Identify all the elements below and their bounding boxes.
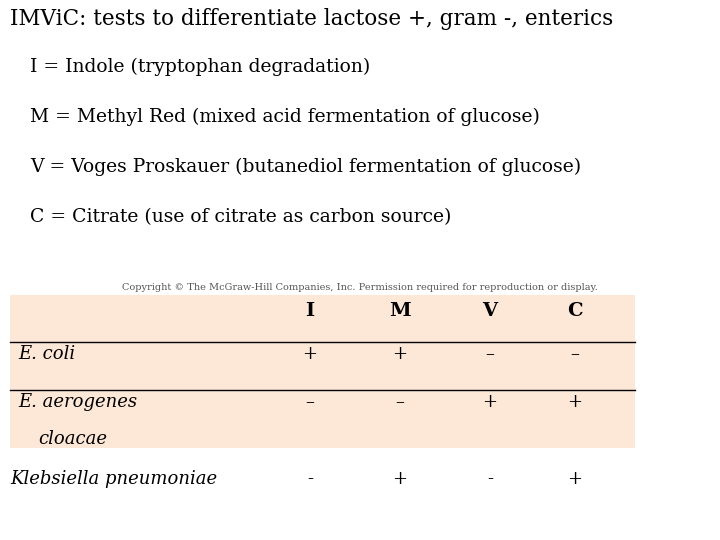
Text: -: - [487, 470, 493, 488]
Text: C: C [567, 302, 582, 320]
FancyBboxPatch shape [10, 295, 635, 448]
Text: –: – [305, 393, 315, 411]
Text: E. coli: E. coli [18, 345, 75, 363]
Text: M: M [390, 302, 411, 320]
Text: Klebsiella pneumoniae: Klebsiella pneumoniae [10, 470, 217, 488]
Text: –: – [485, 345, 495, 363]
Text: M = Methyl Red (mixed acid fermentation of glucose): M = Methyl Red (mixed acid fermentation … [30, 108, 540, 126]
Text: IMViC: tests to differentiate lactose +, gram -, enterics: IMViC: tests to differentiate lactose +,… [10, 8, 613, 30]
Text: +: + [482, 393, 498, 411]
Text: +: + [302, 345, 318, 363]
Text: -: - [307, 470, 313, 488]
Text: +: + [567, 393, 582, 411]
Text: +: + [392, 345, 408, 363]
Text: E. aerogenes: E. aerogenes [18, 393, 137, 411]
Text: V: V [482, 302, 498, 320]
Text: cloacae: cloacae [38, 430, 107, 448]
Text: V = Voges Proskauer (butanediol fermentation of glucose): V = Voges Proskauer (butanediol fermenta… [30, 158, 581, 176]
Text: I: I [305, 302, 315, 320]
Text: +: + [392, 470, 408, 488]
Text: Copyright © The McGraw-Hill Companies, Inc. Permission required for reproduction: Copyright © The McGraw-Hill Companies, I… [122, 283, 598, 292]
Text: C = Citrate (use of citrate as carbon source): C = Citrate (use of citrate as carbon so… [30, 208, 451, 226]
Text: I = Indole (tryptophan degradation): I = Indole (tryptophan degradation) [30, 58, 370, 76]
Text: –: – [395, 393, 405, 411]
Text: –: – [570, 345, 580, 363]
Text: +: + [567, 470, 582, 488]
